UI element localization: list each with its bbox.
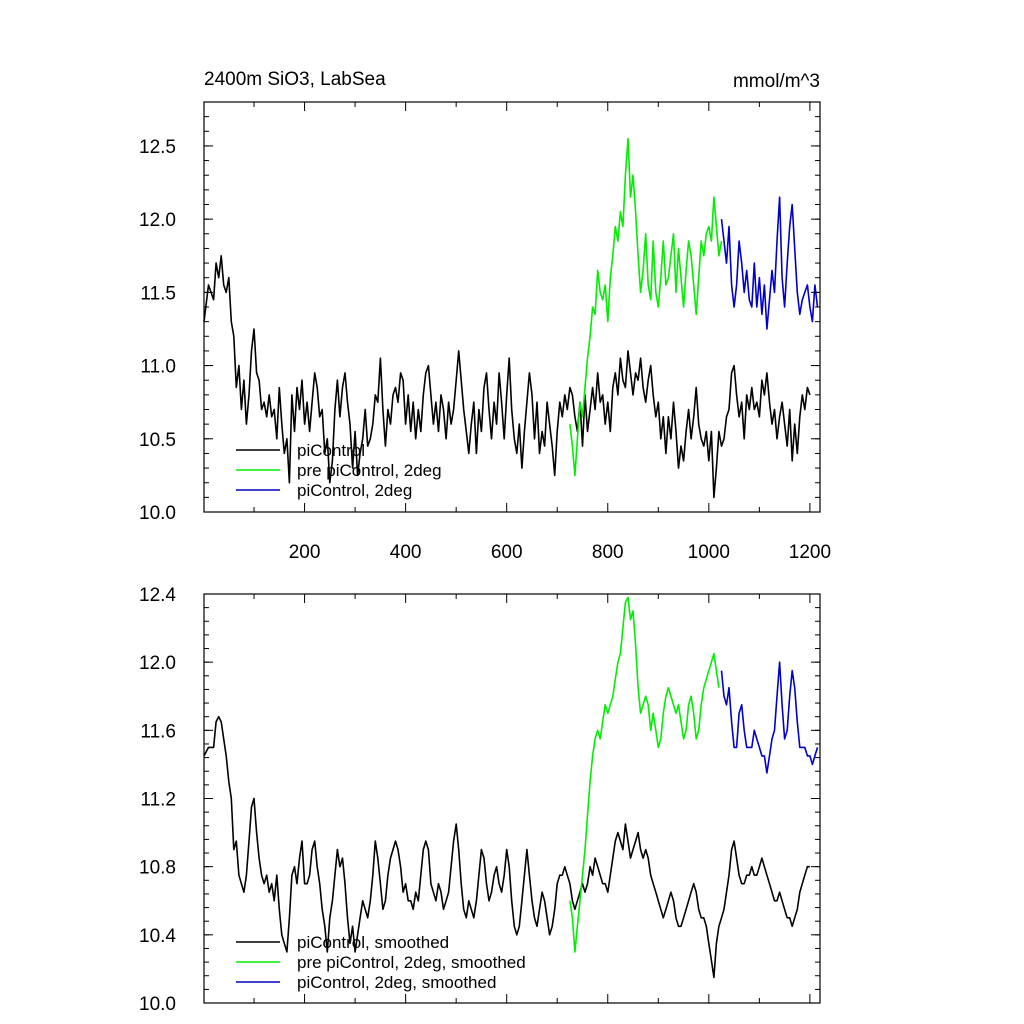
y-tick-label: 10.8 bbox=[139, 858, 176, 879]
bottom-panel: 10.0 10.4 10.8 11.2 11.6 12.0 12.4 piControl, s… bbox=[139, 585, 821, 1015]
series-line-2 bbox=[569, 596, 720, 953]
y-tick-label: 10.4 bbox=[139, 926, 176, 947]
y-tick-label: 11.2 bbox=[140, 790, 176, 811]
legend-label: piControl, 2deg bbox=[297, 481, 412, 500]
series-line-2 bbox=[569, 137, 723, 477]
x-tick-label: 800 bbox=[592, 542, 624, 563]
y-tick-label: 10.0 bbox=[139, 994, 176, 1015]
y-tick-label: 11.0 bbox=[140, 357, 176, 378]
legend-label: piControl, smoothed bbox=[297, 933, 449, 952]
y-tick-label: 10.0 bbox=[139, 503, 176, 524]
legend-label: piControl, 2deg, smoothed bbox=[297, 973, 496, 992]
y-tick-label: 12.5 bbox=[139, 137, 176, 158]
x-tick-label: 400 bbox=[390, 542, 422, 563]
series-line-1 bbox=[203, 255, 811, 499]
series-line-3 bbox=[720, 661, 819, 774]
y-tick-label: 11.6 bbox=[140, 721, 176, 742]
x-tick-label: 600 bbox=[491, 542, 523, 563]
units-label: mmol/m^3 bbox=[733, 71, 820, 92]
legend-label: pre piControl, 2deg bbox=[297, 461, 442, 480]
y-tick-label: 12.0 bbox=[139, 653, 176, 674]
top-panel: 200 400 600 800 1000 1200 10.0 10.5 11.0 11.5 12.0… bbox=[139, 69, 831, 563]
chart-title: 2400m SiO3, LabSea bbox=[204, 69, 386, 90]
x-tick-label: 1000 bbox=[688, 542, 730, 563]
x-tick-label: 200 bbox=[289, 542, 321, 563]
legend-label: piControl bbox=[297, 441, 365, 460]
y-tick-label: 12.0 bbox=[139, 210, 176, 231]
y-tick-label: 12.4 bbox=[139, 585, 176, 606]
legend-label: pre piControl, 2deg, smoothed bbox=[297, 953, 526, 972]
x-tick-label: 1200 bbox=[789, 542, 831, 563]
series-line-3 bbox=[720, 196, 819, 330]
y-tick-label: 11.5 bbox=[140, 283, 176, 304]
series-line-1 bbox=[203, 715, 810, 979]
y-tick-label: 10.5 bbox=[139, 430, 176, 451]
